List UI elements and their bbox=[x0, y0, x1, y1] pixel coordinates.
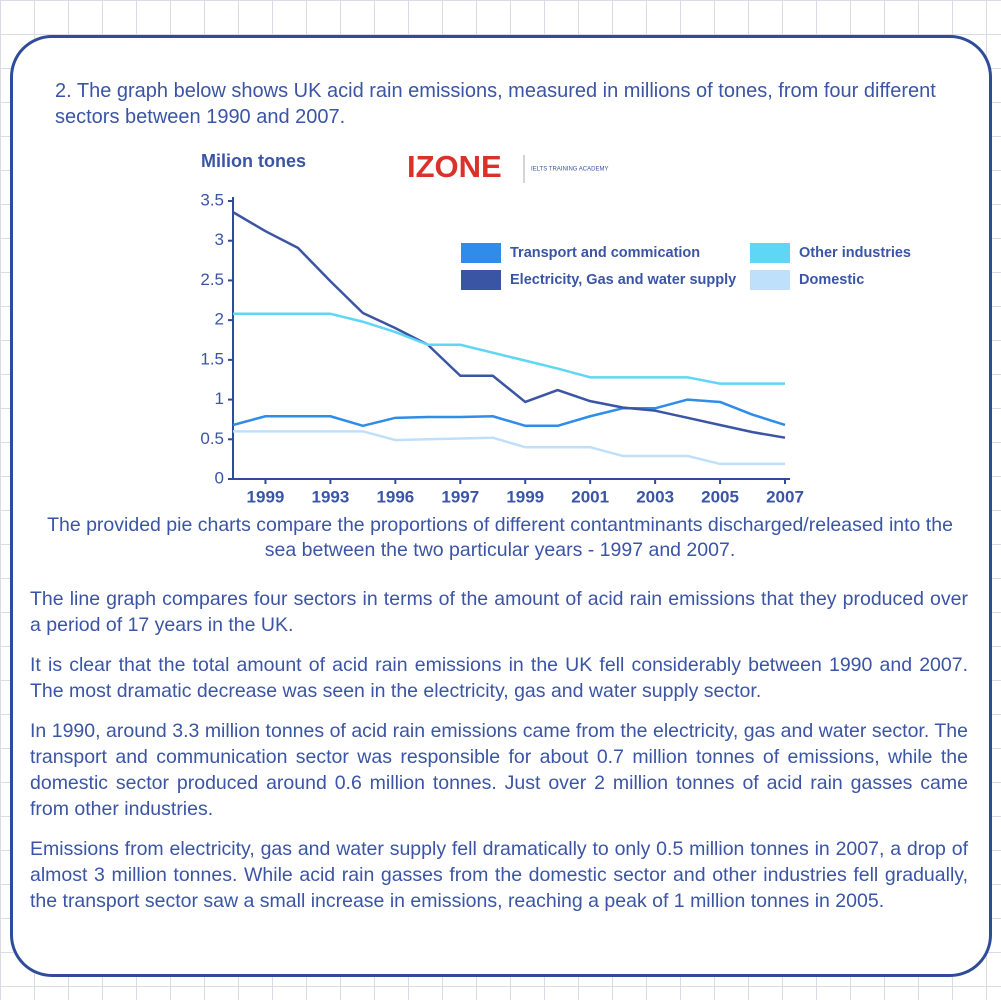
x-tick-label: 1993 bbox=[311, 487, 349, 506]
x-tick-label: 1996 bbox=[376, 487, 414, 506]
question: 2. The graph below shows UK acid rain em… bbox=[55, 80, 936, 128]
chart: Milion tones IZONE IELTS TRAINING ACADEM… bbox=[200, 149, 911, 506]
body-text: The line graph compares four sectors in … bbox=[30, 586, 968, 928]
x-tick-label: 1999 bbox=[247, 487, 285, 506]
paragraph: The line graph compares four sectors in … bbox=[30, 588, 968, 636]
y-axis-label: Milion tones bbox=[201, 151, 306, 171]
x-tick-label: 1999 bbox=[506, 487, 544, 506]
x-tick-label: 2005 bbox=[701, 487, 739, 506]
paragraph: Emissions from electricity, gas and wate… bbox=[30, 838, 968, 912]
legend-swatch bbox=[461, 270, 501, 290]
x-tick-label: 2001 bbox=[571, 487, 609, 506]
line bbox=[233, 312, 785, 385]
y-tick-label: 3 bbox=[215, 230, 224, 249]
legend-label: Other industries bbox=[799, 245, 911, 261]
line bbox=[233, 430, 785, 466]
x-tick-label: 2003 bbox=[636, 487, 674, 506]
legend-swatch bbox=[461, 243, 501, 263]
y-tick-label: 2.5 bbox=[200, 270, 224, 289]
legend-label: Transport and commication bbox=[510, 245, 700, 261]
line bbox=[232, 211, 786, 439]
y-tick-label: 2 bbox=[215, 310, 224, 329]
y-tick-label: 1 bbox=[215, 389, 224, 408]
legend-swatch bbox=[750, 270, 790, 290]
paragraph: It is clear that the total amount of aci… bbox=[30, 654, 968, 702]
logo-tagline: IELTS TRAINING ACADEMY bbox=[531, 167, 608, 173]
y-tick-label: 1.5 bbox=[200, 349, 224, 368]
card bbox=[10, 35, 992, 977]
legend-label: Domestic bbox=[799, 272, 864, 288]
legend-swatch bbox=[750, 243, 790, 263]
x-tick-label: 1997 bbox=[441, 487, 479, 506]
y-tick-label: 0 bbox=[215, 468, 224, 487]
caption: The provided pie charts compare the prop… bbox=[47, 514, 953, 561]
paragraph: In 1990, around 3.3 million tonnes of ac… bbox=[30, 720, 968, 820]
y-tick-label: 0.5 bbox=[200, 429, 224, 448]
line bbox=[232, 398, 786, 428]
legend-label: Electricity, Gas and water supply bbox=[510, 272, 736, 288]
y-tick-label: 3.5 bbox=[200, 190, 224, 209]
logo: IZONE bbox=[407, 149, 502, 184]
x-tick-label: 2007 bbox=[766, 487, 804, 506]
